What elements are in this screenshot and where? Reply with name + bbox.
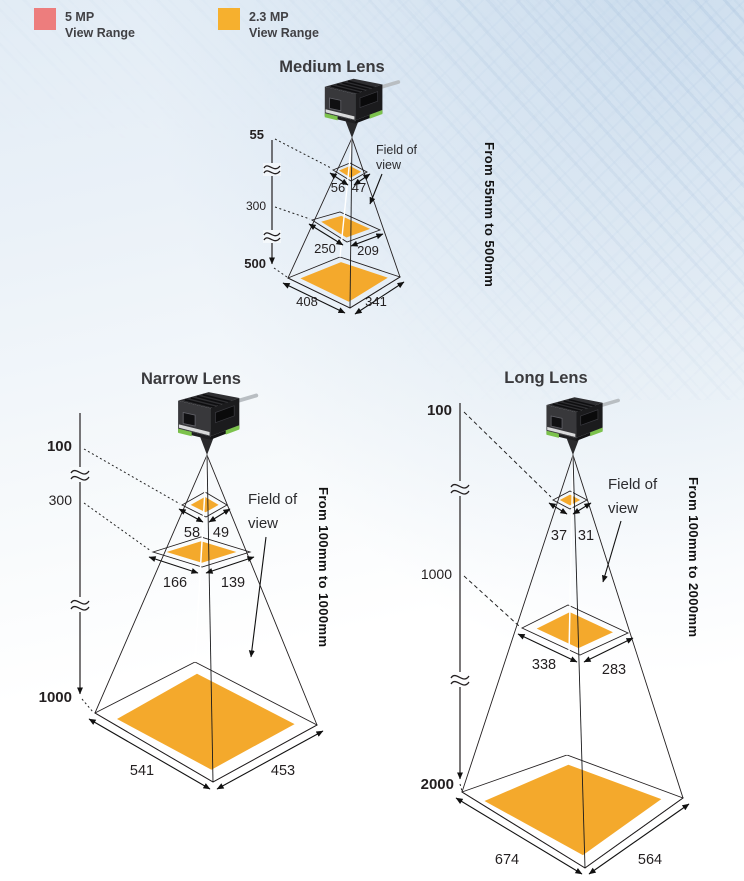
far-height: 564 <box>638 852 662 868</box>
near-width: 58 <box>184 525 200 541</box>
distance-axis: 55 300 500 <box>244 127 332 278</box>
field-of-view-callout: Field of view <box>369 143 418 205</box>
near-width: 56 <box>331 180 345 195</box>
view-plane-mid <box>310 211 382 243</box>
distance-mid: 1000 <box>421 566 452 582</box>
dimension-arrows <box>455 502 690 875</box>
range-note-medium: From 55mm to 500mm <box>482 142 497 288</box>
legend-5mp-name: 5 MP <box>65 10 95 24</box>
range-note-long: From 100mm to 2000mm <box>686 477 701 638</box>
legend-5mp-label: View Range <box>65 26 135 41</box>
legend-item-23mp: 2.3 MP View Range <box>218 8 319 42</box>
field-of-view-callout: Field of view <box>601 476 658 583</box>
dimension-arrows <box>282 172 405 315</box>
diagram-title: Long Lens <box>504 369 587 387</box>
near-height: 49 <box>213 525 229 541</box>
dimension-labels: 56 47 250 209 408 341 <box>296 180 387 309</box>
range-note-narrow: From 100mm to 1000mm <box>316 487 331 648</box>
axis-break <box>263 163 281 176</box>
camera <box>544 395 620 457</box>
distance-far: 2000 <box>421 776 454 793</box>
optical-axis-lines <box>566 454 586 869</box>
distance-axis: 100 300 1000 <box>39 413 181 713</box>
camera <box>176 390 259 457</box>
distance-far: 1000 <box>39 689 72 706</box>
legend-23mp-name: 2.3 MP <box>249 10 289 24</box>
distance-mid: 300 <box>49 492 73 508</box>
dimension-arrows <box>88 508 324 790</box>
medium-lens-diagram: Medium Lens 55 300 500 <box>244 58 418 315</box>
axis-break <box>450 672 470 687</box>
far-width: 541 <box>130 763 154 779</box>
mid-height: 209 <box>357 243 379 258</box>
near-height: 47 <box>352 180 366 195</box>
diagram-title: Medium Lens <box>279 58 384 76</box>
dimension-labels: 58 49 166 139 541 453 <box>130 525 295 779</box>
camera <box>322 77 401 140</box>
fov-line1: Field of <box>248 491 298 508</box>
field-of-view-callout: Field of view <box>248 491 298 658</box>
distance-mid: 300 <box>246 199 266 213</box>
mid-height: 139 <box>221 575 245 591</box>
far-height: 453 <box>271 763 295 779</box>
mid-height: 283 <box>602 662 626 678</box>
legend-swatch-23mp <box>218 8 240 30</box>
fov-line2: view <box>608 500 638 517</box>
fov-line2: view <box>376 158 402 172</box>
distance-near: 100 <box>47 438 72 455</box>
distance-far: 500 <box>244 256 266 271</box>
fov-line1: Field of <box>608 476 658 493</box>
fov-line1: Field of <box>376 143 418 157</box>
dimension-labels: 37 31 338 283 674 564 <box>495 528 662 868</box>
view-plane-mid <box>520 604 630 656</box>
far-height: 341 <box>365 294 387 309</box>
axis-break <box>450 481 470 496</box>
narrow-lens-diagram: Narrow Lens 100 300 1000 <box>39 370 324 790</box>
fov-line2: view <box>248 515 278 532</box>
diagram-title: Narrow Lens <box>141 370 241 388</box>
long-lens-diagram: Long Lens 100 1000 2000 <box>421 369 690 875</box>
distance-axis: 100 1000 2000 <box>421 402 552 793</box>
far-width: 674 <box>495 852 519 868</box>
axis-break <box>70 467 90 482</box>
mid-width: 338 <box>532 657 556 673</box>
axis-break <box>70 597 90 612</box>
near-width: 37 <box>551 528 567 544</box>
axis-break <box>263 230 281 243</box>
far-width: 408 <box>296 294 318 309</box>
mid-width: 166 <box>163 575 187 591</box>
near-height: 31 <box>578 528 594 544</box>
optical-axis-lines <box>194 454 214 783</box>
legend-23mp-label: View Range <box>249 26 319 41</box>
mid-width: 250 <box>314 241 336 256</box>
distance-near: 100 <box>427 402 452 419</box>
legend-swatch-5mp <box>34 8 56 30</box>
legend-item-5mp: 5 MP View Range <box>34 8 135 42</box>
distance-near: 55 <box>250 127 264 142</box>
